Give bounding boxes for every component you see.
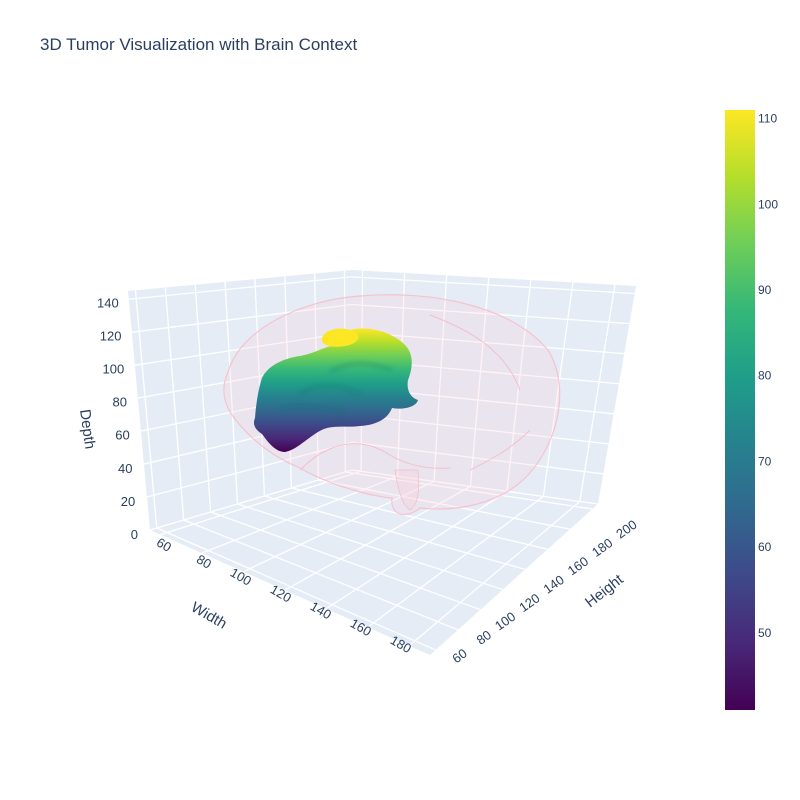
colorbar-bar: [725, 110, 755, 710]
z-tick-label: 140: [97, 295, 119, 310]
grid-line-y-vertical: [224, 281, 239, 505]
back-wall-panel: [128, 270, 352, 530]
y-tick-label: 180: [589, 535, 615, 560]
grid-line-z: [351, 469, 599, 505]
y-tick-label: 200: [613, 517, 639, 542]
y-axis-label: Height: [582, 571, 627, 612]
z-tick-label: 80: [112, 395, 126, 410]
brain-fold-1: [299, 443, 451, 471]
side-wall-panel: [352, 270, 636, 504]
brain-stem: [394, 469, 420, 511]
grid-line-y-vertical: [134, 290, 158, 529]
x-tick-label: 60: [154, 535, 174, 555]
z-axis-label: Depth: [76, 408, 98, 450]
z-tick-label: 100: [103, 361, 125, 376]
z-tick-label: 0: [131, 527, 138, 542]
grid-line-x-vertical: [433, 275, 448, 482]
y-tick-label: 140: [540, 572, 566, 597]
grid-line-x-vertical: [469, 277, 490, 487]
colorbar-tick-label: 70: [758, 454, 772, 468]
colorbar-tick-label: 110: [758, 112, 777, 126]
grid-line-y: [291, 487, 548, 550]
colorbar: 50 60 70 80 90 100 110: [725, 110, 778, 710]
grid-line-z: [351, 414, 609, 445]
grid-line-y: [156, 527, 436, 651]
grid-line-y-vertical: [194, 284, 212, 513]
brain-fold-3: [469, 429, 531, 471]
colorbar-tick-label: 100: [758, 197, 778, 211]
y-tick-label: 100: [492, 609, 518, 634]
x-axis-label: Width: [188, 599, 230, 633]
y-tick-label: 80: [474, 627, 494, 648]
grid-line-x-vertical: [506, 280, 532, 492]
grid-line-y: [210, 511, 481, 611]
z-tick-label: 20: [121, 494, 135, 509]
z-tick-labels: 0 20 40 60 80 100 120 140: [97, 295, 138, 542]
grid-line-z: [351, 276, 635, 295]
x-tick-label: 80: [194, 551, 214, 571]
grid-line-y: [345, 471, 593, 510]
colorbar-tick-label: 90: [758, 283, 772, 297]
y-tick-label: 60: [449, 646, 469, 667]
grid-line-z: [351, 441, 604, 475]
grid-line-y: [264, 495, 526, 571]
grid-line-z: [351, 303, 630, 325]
grid-line-z: [351, 331, 625, 355]
colorbar-tick-label: 80: [758, 369, 772, 383]
tumor-shading: [279, 362, 393, 414]
grid-line-x-vertical: [542, 282, 574, 497]
colorbar-ticks: 50 60 70 80 90 100 110: [758, 112, 778, 640]
z-tick-label: 40: [118, 461, 132, 476]
grid-line-y-vertical: [164, 287, 185, 521]
grid-line-y: [318, 479, 571, 530]
z-tick-label: 60: [115, 428, 129, 443]
chart-title: 3D Tumor Visualization with Brain Contex…: [40, 35, 357, 54]
floor-panel: [150, 470, 598, 655]
y-tick-label: 120: [516, 590, 542, 615]
colorbar-tick-label: 50: [758, 626, 772, 640]
y-tick-label: 160: [565, 554, 591, 579]
colorbar-tick-label: 60: [758, 540, 772, 554]
z-tick-label: 120: [100, 328, 122, 343]
tumor-surface: [253, 328, 418, 452]
grid-line-y: [183, 519, 459, 631]
brain-fold-2: [429, 314, 521, 391]
tumor-body: [253, 328, 418, 452]
grid-line-y: [237, 503, 503, 591]
grid-line-x-vertical: [579, 284, 616, 502]
tumor-lobe: [321, 328, 359, 347]
